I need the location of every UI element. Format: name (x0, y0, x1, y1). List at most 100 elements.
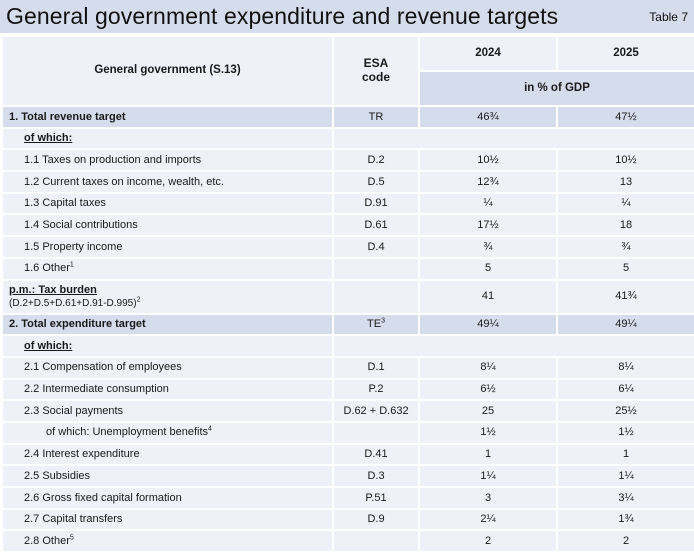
value-2025: 6¼ (556, 377, 694, 402)
table-row: 2.8 Other5 2 2 (1, 529, 694, 554)
table-row: 1. Total revenue target TR 46¾ 47½ (1, 105, 694, 129)
esa-code-cell: P.2 (332, 377, 420, 402)
value-2025: 13 (556, 170, 694, 194)
row-label-text: 2.3 Social payments (24, 404, 124, 417)
footnote-marker: 5 (69, 534, 74, 542)
table-row: 2.1 Compensation of employees D.1 8¼ 8¼ (1, 355, 694, 380)
value-2025: 25½ (556, 399, 694, 423)
table-row: 2.4 Interest expenditure D.41 1 1 (1, 442, 694, 467)
row-label: 2.5 Subsidies (1, 464, 334, 488)
row-label-text: 2.8 Other (24, 534, 70, 547)
value-2025: 1 (556, 442, 694, 467)
row-label: 2.8 Other5 (1, 529, 334, 554)
value-2024: 12¾ (418, 170, 558, 194)
row-label-text: 1.3 Capital taxes (24, 197, 106, 210)
esa-code: D.91 (364, 197, 388, 210)
value-2025: 2 (556, 529, 694, 554)
value-2024: 1 (418, 442, 558, 467)
value-2024: 25 (418, 399, 558, 423)
value-2024: 17½ (418, 213, 558, 238)
row-label-text: 2. Total expenditure target (9, 318, 146, 331)
esa-code: D.2 (367, 153, 385, 166)
row-label: p.m.: Tax burden (D.2+D.5+D.61+D.91-D.995… (1, 278, 334, 315)
esa-code-cell: D.41 (332, 442, 420, 467)
esa-code: D.5 (367, 175, 385, 188)
esa-code-cell: TR (332, 105, 420, 129)
row-label-subtext: (D.2+D.5+D.61+D.91-D.995) (9, 297, 137, 309)
table-row: 2.6 Gross fixed capital formation P.51 3 3¼ (1, 486, 694, 510)
row-label: 1.3 Capital taxes (1, 191, 334, 216)
row-label: 1.5 Property income (1, 235, 334, 259)
table-row: p.m.: Tax burden (D.2+D.5+D.61+D.91-D.995… (1, 278, 694, 315)
row-label-text: 1.6 Other (24, 262, 70, 275)
esa-code-cell: D.1 (332, 355, 420, 380)
row-label: 1.1 Taxes on production and imports (1, 148, 334, 173)
row-label: 2. Total expenditure target (1, 312, 334, 337)
table-label: Table 7 (649, 10, 688, 24)
table-row: 2.3 Social payments D.62 + D.632 25 25½ (1, 399, 694, 423)
esa-code: D.3 (367, 469, 385, 482)
row-label-text: of which: (24, 339, 73, 352)
row-label: 1.2 Current taxes on income, wealth, etc… (1, 170, 334, 194)
esa-code-cell: TE3 (332, 312, 420, 337)
row-label: of which: (1, 334, 334, 358)
table-row: 2.5 Subsidies D.3 1¼ 1¼ (1, 464, 694, 488)
esa-code-cell (332, 278, 420, 315)
title-bar: General government expenditure and reven… (0, 0, 694, 35)
row-label: 2.4 Interest expenditure (1, 442, 334, 467)
row-label-text: 1.5 Property income (24, 240, 123, 253)
esa-code: D.9 (367, 513, 385, 526)
row-label-text: p.m.: Tax burden (9, 283, 97, 296)
esa-code: TR (368, 110, 384, 123)
row-label-text: 2.7 Capital transfers (24, 513, 123, 526)
value-2025: 1½ (556, 420, 694, 445)
value-2025: ¼ (556, 191, 694, 216)
row-label-text: 2.5 Subsidies (24, 469, 91, 482)
row-label-text: 2.6 Gross fixed capital formation (24, 491, 182, 504)
row-label: 2.3 Social payments (1, 399, 334, 423)
table-row: 1.1 Taxes on production and imports D.2 10… (1, 148, 694, 173)
esa-code: D.61 (364, 218, 388, 231)
empty-cell (332, 334, 694, 358)
table-row: 2.2 Intermediate consumption P.2 6½ 6¼ (1, 377, 694, 402)
value-2024: 41 (418, 278, 558, 315)
esa-code: TE (367, 318, 382, 331)
esa-code-cell (332, 256, 420, 281)
value-2025: 10½ (556, 148, 694, 173)
esa-code-cell (332, 420, 420, 445)
value-2025: ¾ (556, 235, 694, 259)
esa-code-cell: D.91 (332, 191, 420, 216)
value-2024: 2 (418, 529, 558, 554)
table-row: 2. Total expenditure target TE3 49¼ 49¼ (1, 312, 694, 337)
value-2024: 49¼ (418, 312, 558, 337)
header-year-2025: 2025 (556, 35, 694, 72)
value-2025: 49¼ (556, 312, 694, 337)
table-row: 1.6 Other1 5 5 (1, 256, 694, 281)
header-row: General government (S.13) ESA code 2024 … (1, 35, 694, 107)
header-col1: General government (S.13) (1, 35, 334, 107)
table-row: 1.4 Social contributions D.61 17½ 18 (1, 213, 694, 238)
value-2024: 46¾ (418, 105, 558, 129)
footnote-marker: 3 (381, 317, 385, 325)
value-2025: 8¼ (556, 355, 694, 380)
table-row: 2.7 Capital transfers D.9 2¼ 1¾ (1, 507, 694, 532)
value-2025: 47½ (556, 105, 694, 129)
row-label: 1.4 Social contributions (1, 213, 334, 238)
row-label: 2.2 Intermediate consumption (1, 377, 334, 402)
value-2024: ¼ (418, 191, 558, 216)
row-label-text: 2.4 Interest expenditure (24, 448, 140, 461)
table-row: of which: Unemployment benefits4 1½ 1½ (1, 420, 694, 445)
row-label-text: 2.2 Intermediate consumption (24, 383, 169, 396)
row-label-text: 2.1 Compensation of employees (24, 361, 182, 374)
table-row: of which: (1, 126, 694, 151)
value-2025: 18 (556, 213, 694, 238)
esa-code: P.51 (365, 491, 387, 504)
data-table: General government (S.13) ESA code 2024 … (1, 35, 694, 554)
esa-code-cell: P.51 (332, 486, 420, 510)
header-esa-line1: ESA (363, 56, 389, 71)
unit-row: in % of GDP (2, 70, 694, 107)
value-2025: 41¾ (556, 278, 694, 315)
esa-code-cell: D.62 + D.632 (332, 399, 420, 423)
value-2025: 1¼ (556, 464, 694, 488)
value-2025: 3¼ (556, 486, 694, 510)
